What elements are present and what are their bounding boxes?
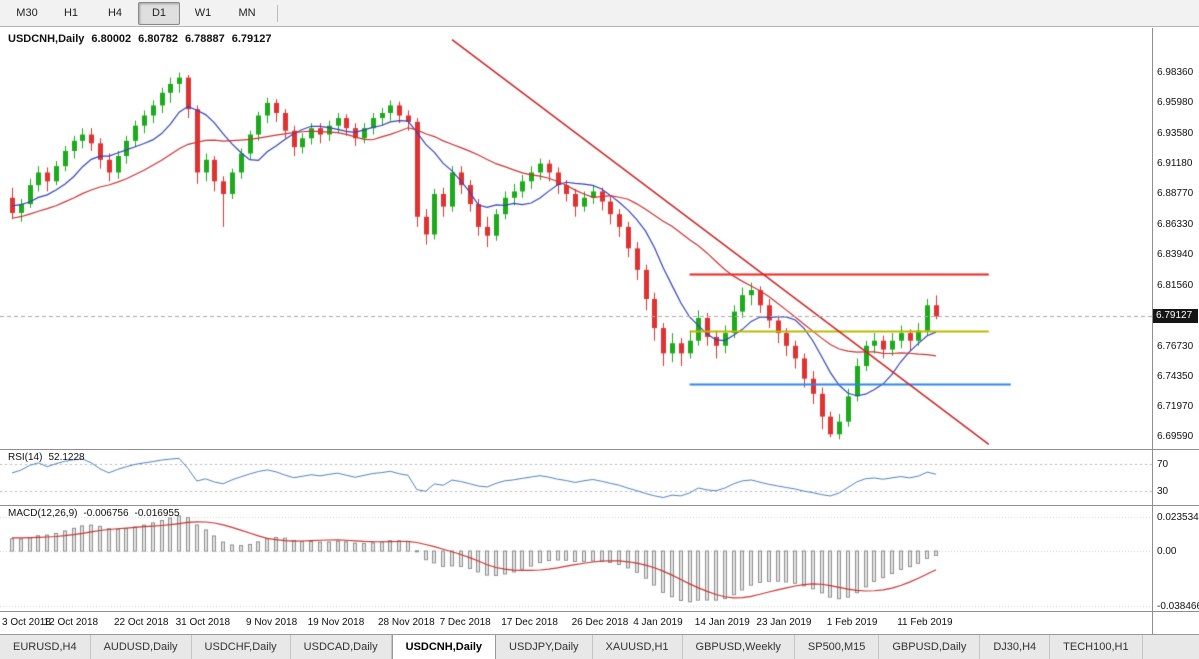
price-axis-label: 6.95980 — [1157, 97, 1194, 109]
macd-signal-value: -0.016955 — [134, 508, 180, 519]
ohlc-close: 6.79127 — [231, 33, 272, 45]
rsi-axis-label: 70 — [1157, 458, 1169, 470]
price-axis-label: 6.91180 — [1157, 157, 1193, 169]
ohlc-high: 6.80782 — [138, 33, 178, 45]
price-axis-label: 6.76730 — [1157, 340, 1194, 352]
tab-usdcnh-daily[interactable]: USDCNH,Daily — [391, 635, 497, 659]
rsi-name: RSI(14) — [8, 452, 43, 463]
rsi-indicator-panel[interactable] — [0, 450, 1152, 505]
ohlc-low: 6.78887 — [184, 33, 225, 45]
date-label: 3 Oct 2018 — [2, 617, 51, 628]
price-axis-label: 6.93580 — [1157, 127, 1194, 139]
price-axis-label: 6.88770 — [1157, 188, 1194, 200]
price-axis-label: 6.83940 — [1157, 249, 1194, 261]
price-axis-label: 6.71970 — [1157, 400, 1194, 412]
price-axis-label: 6.69590 — [1157, 430, 1194, 442]
timeframe-d1-button[interactable]: D1 — [138, 1, 180, 25]
timeframe-m30-button[interactable]: M30 — [16, 7, 38, 19]
panel-splitter[interactable] — [0, 505, 1199, 506]
price-axis-label: 6.86330 — [1157, 219, 1194, 231]
macd-axis-label: 0.023534 — [1157, 511, 1199, 523]
macd-indicator-label: MACD(12,26,9) -0.006756 -0.016955 — [8, 508, 180, 519]
tab-gbpusd-daily[interactable]: GBPUSD,Daily — [879, 635, 981, 659]
macd-indicator-panel[interactable] — [0, 506, 1152, 611]
price-axis-label: 6.74350 — [1157, 370, 1194, 382]
tab-usdchf-daily[interactable]: USDCHF,Daily — [191, 635, 291, 659]
price-axis-label: 6.81560 — [1157, 279, 1194, 291]
tab-dj30-h4[interactable]: DJ30,H4 — [980, 635, 1051, 659]
date-label: 17 Dec 2018 — [501, 617, 558, 628]
tab-tech100-h1[interactable]: TECH100,H1 — [1050, 635, 1143, 659]
chart-symbol-label: USDCNH,Daily — [8, 33, 85, 45]
rsi-axis-label: 30 — [1157, 485, 1169, 497]
timeframe-mn-button[interactable]: MN — [238, 7, 256, 19]
macd-main-value: -0.006756 — [83, 508, 129, 519]
date-label: 9 Nov 2018 — [246, 617, 298, 628]
date-label: 26 Dec 2018 — [571, 617, 629, 628]
date-label: 23 Jan 2019 — [756, 617, 812, 628]
date-label: 1 Feb 2019 — [826, 617, 878, 628]
tab-audusd-daily[interactable]: AUDUSD,Daily — [90, 635, 192, 659]
price-axis-border — [1152, 28, 1153, 634]
macd-axis-label: 0.00 — [1157, 545, 1177, 557]
tab-gbpusd-weekly[interactable]: GBPUSD,Weekly — [682, 635, 795, 659]
timeframe-h4-button[interactable]: H4 — [107, 7, 123, 19]
date-label: 28 Nov 2018 — [378, 617, 435, 628]
date-label: 31 Oct 2018 — [175, 617, 231, 628]
tab-sp500-m15[interactable]: SP500,M15 — [794, 635, 880, 659]
macd-name: MACD(12,26,9) — [8, 508, 78, 519]
date-label: 11 Feb 2019 — [897, 617, 953, 628]
tab-usdcad-daily[interactable]: USDCAD,Daily — [290, 635, 392, 659]
chart-tab-bar: EURUSD,H4 AUDUSD,Daily USDCHF,Daily USDC… — [0, 634, 1199, 659]
ohlc-open: 6.80002 — [91, 33, 132, 45]
timeframe-w1-button[interactable]: W1 — [194, 7, 212, 19]
rsi-value: 52.1228 — [48, 452, 85, 463]
date-label: 19 Nov 2018 — [307, 617, 365, 628]
main-price-chart[interactable] — [0, 28, 1152, 449]
date-label: 4 Jan 2019 — [633, 617, 683, 628]
date-label: 7 Dec 2018 — [439, 617, 491, 628]
macd-axis-label: -0.038466 — [1157, 600, 1199, 612]
timeframe-toolbar: M30 H1 H4 D1 W1 MN — [0, 0, 1199, 27]
panel-splitter[interactable] — [0, 449, 1199, 450]
tab-eurusd-h4[interactable]: EURUSD,H4 — [0, 635, 91, 659]
chart-title: USDCNH,Daily 6.80002 6.80782 6.78887 6.7… — [8, 33, 271, 45]
current-price-badge: 6.79127 — [1153, 309, 1198, 324]
timeframe-h1-button[interactable]: H1 — [63, 7, 79, 19]
rsi-indicator-label: RSI(14) 52.1228 — [8, 452, 85, 463]
price-axis-label: 6.98360 — [1157, 67, 1194, 79]
toolbar-separator — [277, 4, 278, 22]
date-label: 22 Oct 2018 — [114, 617, 169, 628]
date-label: 14 Jan 2019 — [694, 617, 750, 628]
date-label: 12 Oct 2018 — [43, 617, 99, 628]
panel-splitter[interactable] — [0, 611, 1199, 612]
tab-xauusd-h1[interactable]: XAUUSD,H1 — [592, 635, 683, 659]
tab-usdjpy-daily[interactable]: USDJPY,Daily — [496, 635, 593, 659]
